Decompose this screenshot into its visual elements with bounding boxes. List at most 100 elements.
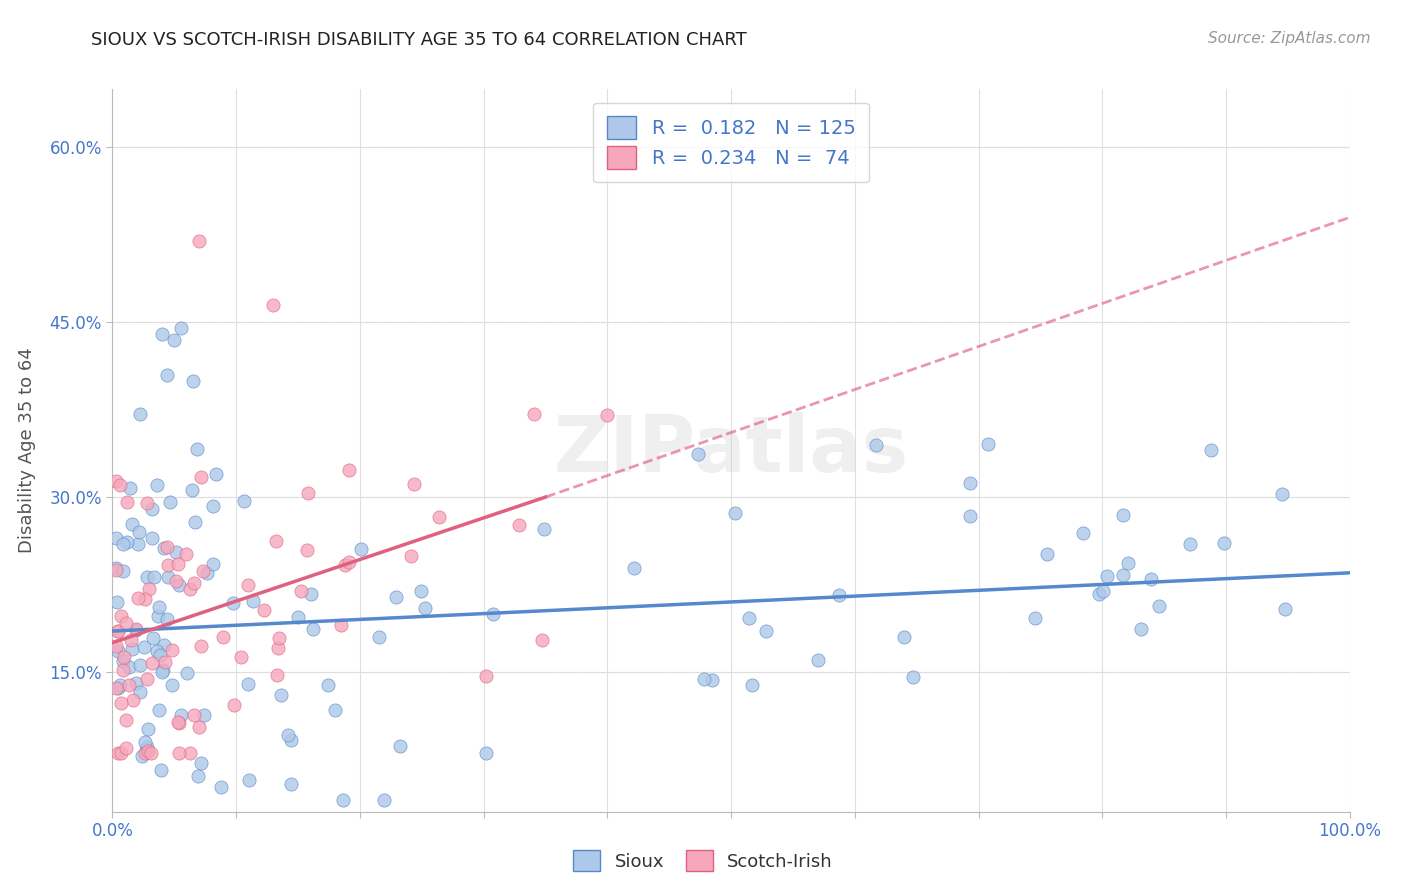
- Point: [183, 575, 205, 590]
- Point: [107, 624, 129, 639]
- Point: [413, 600, 436, 615]
- Point: [242, 593, 264, 607]
- Point: [409, 584, 432, 599]
- Point: [290, 584, 312, 599]
- Point: [135, 496, 157, 510]
- Point: [475, 668, 498, 682]
- Point: [105, 474, 128, 488]
- Point: [176, 548, 198, 562]
- Point: [152, 663, 174, 677]
- Point: [167, 558, 190, 572]
- Point: [136, 743, 159, 757]
- Point: [1024, 611, 1046, 625]
- Point: [163, 333, 186, 347]
- Point: [146, 609, 169, 624]
- Point: [149, 648, 172, 662]
- Point: [160, 642, 183, 657]
- Point: [204, 467, 226, 482]
- Point: [384, 591, 406, 605]
- Point: [188, 720, 211, 734]
- Point: [202, 557, 225, 571]
- Point: [138, 582, 160, 596]
- Point: [135, 743, 157, 757]
- Point: [623, 560, 645, 574]
- Point: [125, 623, 148, 637]
- Point: [169, 747, 191, 761]
- Point: [118, 660, 141, 674]
- Point: [330, 618, 353, 632]
- Point: [167, 714, 190, 729]
- Point: [153, 541, 176, 555]
- Point: [350, 541, 373, 556]
- Point: [142, 570, 165, 584]
- Point: [299, 587, 322, 601]
- Point: [1116, 556, 1139, 570]
- Point: [121, 516, 143, 531]
- Point: [139, 747, 162, 761]
- Point: [146, 477, 169, 491]
- Point: [156, 368, 179, 383]
- Point: [1091, 583, 1114, 598]
- Point: [1274, 602, 1296, 616]
- Point: [367, 630, 389, 644]
- Point: [169, 321, 191, 335]
- Point: [105, 595, 128, 609]
- Point: [209, 780, 232, 794]
- Point: [110, 696, 132, 710]
- Point: [212, 631, 235, 645]
- Point: [131, 749, 153, 764]
- Point: [107, 624, 129, 639]
- Point: [105, 639, 128, 653]
- Point: [186, 442, 208, 457]
- Point: [132, 640, 155, 654]
- Point: [179, 582, 201, 596]
- Point: [115, 714, 138, 728]
- Point: [1036, 547, 1059, 561]
- Point: [169, 715, 191, 730]
- Point: [141, 531, 163, 545]
- Point: [190, 756, 212, 771]
- Point: [155, 540, 177, 554]
- Point: [121, 641, 143, 656]
- Point: [724, 506, 747, 520]
- Point: [1180, 537, 1202, 551]
- Point: [337, 463, 360, 477]
- Point: [222, 596, 245, 610]
- Point: [159, 495, 181, 509]
- Point: [738, 610, 761, 624]
- Point: [181, 483, 204, 498]
- Point: [156, 558, 179, 573]
- Point: [156, 612, 179, 626]
- Point: [1112, 568, 1135, 582]
- Point: [252, 603, 274, 617]
- Text: Source: ZipAtlas.com: Source: ZipAtlas.com: [1208, 31, 1371, 46]
- Point: [267, 641, 290, 656]
- Point: [302, 623, 325, 637]
- Point: [181, 374, 204, 388]
- Point: [741, 678, 763, 692]
- Point: [702, 673, 724, 688]
- Point: [110, 608, 132, 623]
- Point: [693, 673, 716, 687]
- Point: [160, 678, 183, 692]
- Point: [402, 477, 425, 491]
- Point: [427, 510, 450, 524]
- Point: [295, 542, 318, 557]
- Point: [335, 558, 357, 573]
- Point: [165, 544, 187, 558]
- Point: [399, 549, 422, 564]
- Point: [128, 407, 150, 421]
- Point: [1147, 599, 1170, 614]
- Point: [323, 703, 346, 717]
- Point: [1271, 486, 1294, 500]
- Point: [105, 561, 128, 575]
- Point: [110, 478, 132, 492]
- Point: [1088, 587, 1111, 601]
- Point: [136, 740, 159, 755]
- Point: [111, 564, 134, 578]
- Point: [112, 650, 135, 665]
- Point: [167, 577, 190, 591]
- Point: [112, 537, 135, 551]
- Point: [893, 630, 915, 644]
- Point: [828, 588, 851, 602]
